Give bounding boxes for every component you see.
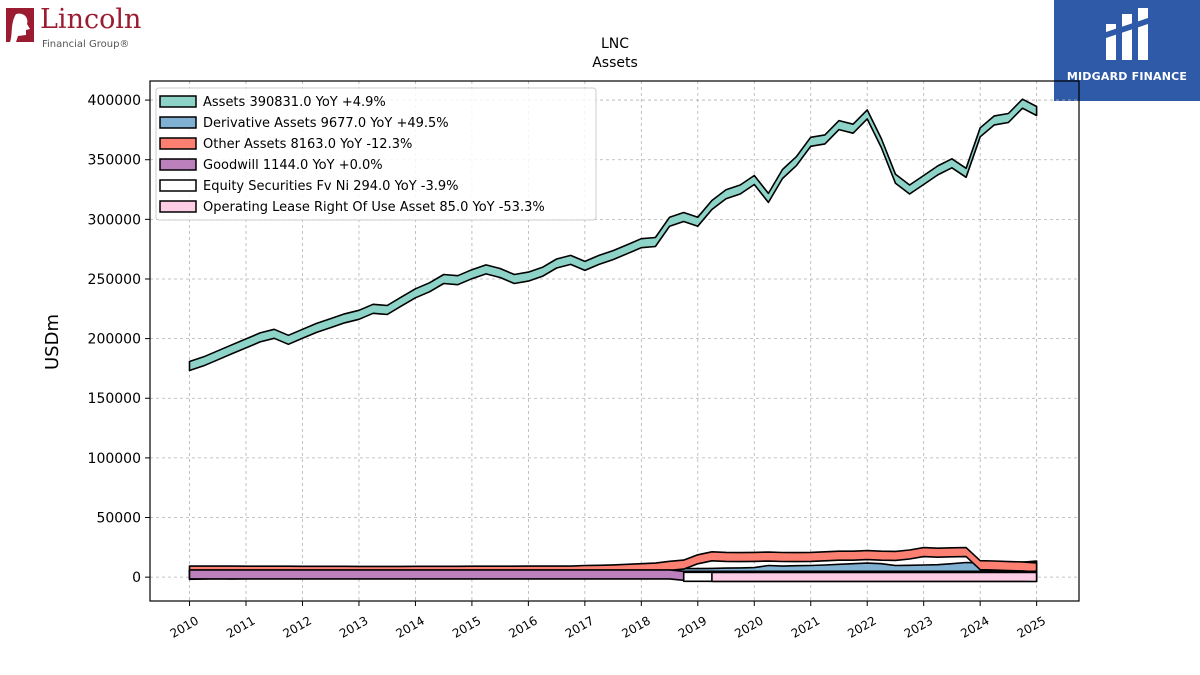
y-tick-label: 0	[132, 570, 141, 586]
x-tick-label: 2011	[224, 613, 257, 640]
legend-entry: Goodwill 1144.0 YoY +0.0%	[203, 158, 383, 173]
x-tick-label: 2020	[732, 613, 765, 640]
legend-swatch	[159, 200, 197, 213]
y-tick-label: 200000	[88, 332, 141, 348]
y-axis-label: USDm	[42, 314, 63, 370]
x-tick-label: 2024	[958, 613, 991, 640]
x-tick-label: 2015	[450, 613, 483, 640]
legend-swatch	[159, 137, 197, 150]
x-tick-label: 2019	[676, 613, 709, 640]
midgard-badge: MIDGARD FINANCE	[1054, 0, 1200, 101]
y-axis: 0 50000 100000 150000 200000 250000 300000 3500…	[88, 93, 150, 586]
lincoln-tagline: Financial Group®	[42, 39, 130, 50]
x-tick-label: 2014	[393, 613, 426, 640]
midgard-logo-icon	[1106, 8, 1148, 60]
midgard-name: MIDGARD FINANCE	[1066, 70, 1188, 83]
legend-box	[155, 87, 597, 221]
y-tick-label: 250000	[88, 272, 141, 288]
x-tick-label: 2021	[789, 613, 822, 640]
x-tick-label: 2012	[281, 613, 314, 640]
y-tick-label: 150000	[88, 391, 141, 407]
series-band-assets	[188, 98, 1038, 372]
x-tick-label: 2010	[168, 613, 201, 640]
legend-entry: Derivative Assets 9677.0 YoY +49.5%	[203, 116, 449, 131]
legend-swatch	[159, 95, 197, 108]
chart-title: LNC	[601, 36, 629, 52]
series-layer	[188, 98, 1038, 583]
series-band-operating-lease-right-of-use-asset	[711, 571, 1038, 583]
x-tick-label: 2023	[902, 613, 935, 640]
x-tick-label: 2017	[563, 613, 596, 640]
legend-entry: Assets 390831.0 YoY +4.9%	[203, 95, 386, 110]
chart-subtitle: Assets	[592, 55, 638, 71]
lincoln-wordmark: Lincoln	[40, 4, 142, 35]
x-axis: 2010 2011 2012 2013 2014 2015 2016 2017 2018 2019…	[168, 601, 1048, 641]
legend-entry: Equity Securities Fv Ni 294.0 YoY -3.9%	[203, 179, 459, 194]
y-tick-label: 350000	[88, 153, 141, 169]
lincoln-logo: Lincoln Financial Group®	[4, 4, 154, 50]
lincoln-head-icon	[6, 8, 34, 42]
y-tick-label: 300000	[88, 212, 141, 228]
legend-swatch	[159, 116, 197, 129]
y-tick-label: 400000	[88, 93, 141, 109]
legend-entry: Other Assets 8163.0 YoY -12.3%	[203, 137, 412, 152]
plot-frame	[149, 80, 1080, 602]
x-tick-label: 2016	[506, 613, 539, 640]
chart-legend: Assets 390831.0 YoY +4.9% Derivative Asse…	[155, 87, 597, 221]
legend-swatch	[159, 158, 197, 171]
legend-entry: Operating Lease Right Of Use Asset 85.0 …	[203, 200, 545, 215]
legend-swatch	[159, 179, 197, 192]
x-tick-label: 2013	[337, 613, 370, 640]
y-tick-label: 100000	[88, 451, 141, 467]
y-tick-label: 50000	[96, 511, 141, 527]
x-tick-label: 2025	[1015, 613, 1048, 640]
x-tick-label: 2022	[845, 613, 878, 640]
x-tick-label: 2018	[619, 613, 652, 640]
